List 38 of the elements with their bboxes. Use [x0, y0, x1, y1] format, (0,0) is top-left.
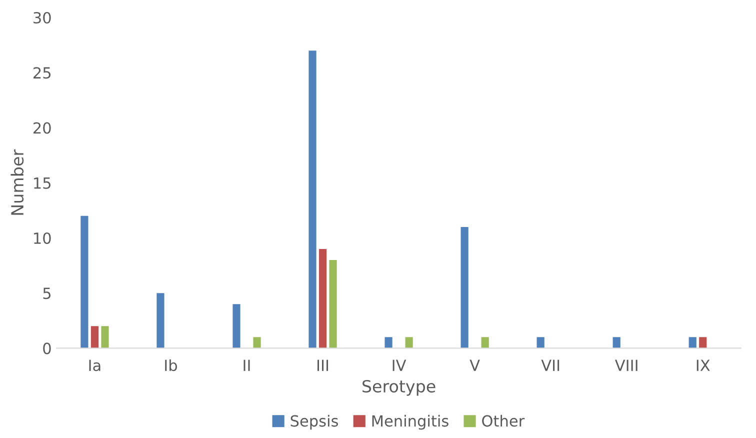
bar	[318, 249, 327, 348]
bar	[481, 337, 489, 348]
x-tick-label: VIII	[614, 360, 638, 371]
y-tick-label: 0	[43, 342, 51, 354]
bar	[308, 50, 316, 348]
bar	[329, 260, 337, 348]
y-tick-label: 20	[34, 122, 51, 134]
legend-label: Sepsis	[290, 414, 338, 430]
x-tick-label: Ib	[165, 359, 177, 372]
y-tick-label: 5	[43, 288, 51, 300]
legend-label: Other	[482, 414, 525, 427]
y-tick-label: 10	[34, 232, 51, 244]
x-tick-label: II	[244, 360, 250, 371]
bar	[384, 337, 392, 348]
bar	[253, 337, 261, 348]
x-tick-label: III	[318, 360, 328, 371]
bar	[688, 337, 696, 348]
x-axis-title: Serotype	[362, 380, 436, 396]
y-tick-label: 15	[34, 178, 51, 189]
bar	[156, 293, 164, 348]
x-tick-label: V	[470, 360, 480, 371]
bar	[536, 337, 544, 348]
x-tick-label: IX	[696, 360, 710, 371]
bar	[90, 326, 99, 348]
x-tick-label: Ia	[89, 360, 100, 372]
bar	[612, 337, 620, 348]
y-tick-label: 30	[34, 12, 51, 24]
bar	[460, 226, 468, 348]
legend-label: Meningitis	[372, 414, 448, 430]
y-axis-title: Number	[10, 149, 24, 215]
bar	[232, 304, 240, 348]
bar	[405, 337, 413, 348]
x-tick-label: IV	[392, 360, 406, 371]
y-tick-label: 25	[34, 67, 51, 79]
bar	[80, 216, 88, 348]
bar	[699, 337, 707, 348]
bar	[101, 326, 109, 348]
x-tick-label: VII	[541, 360, 560, 371]
